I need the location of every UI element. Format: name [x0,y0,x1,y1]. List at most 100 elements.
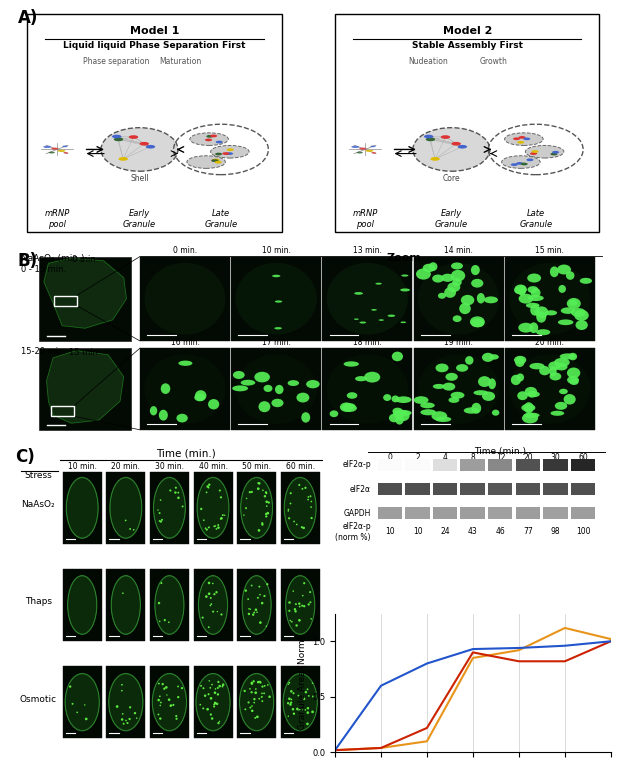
Circle shape [267,511,269,515]
Circle shape [128,718,131,720]
Text: 10: 10 [386,527,395,537]
Text: 100: 100 [576,527,590,537]
Circle shape [133,529,135,530]
Circle shape [122,713,123,714]
Line: Thaps: Thaps [335,641,611,750]
Circle shape [169,489,172,492]
Circle shape [430,157,440,161]
Circle shape [177,492,180,493]
Text: Late
Granule: Late Granule [204,209,238,229]
Circle shape [175,717,178,720]
Ellipse shape [442,382,455,391]
Ellipse shape [110,477,142,538]
Bar [543,459,568,471]
Circle shape [267,684,268,686]
Ellipse shape [242,575,271,635]
Circle shape [157,698,160,701]
Ellipse shape [451,270,465,281]
Bar [543,507,568,519]
Text: 0: 0 [387,453,392,462]
Text: Nudeation: Nudeation [408,57,447,66]
Ellipse shape [549,362,561,370]
Text: 43: 43 [468,527,478,537]
Circle shape [121,690,123,692]
Ellipse shape [566,271,574,280]
Circle shape [375,283,382,285]
Circle shape [307,711,309,714]
NaAsO₂ [331,746,339,755]
Circle shape [219,489,221,492]
Ellipse shape [396,410,410,421]
Circle shape [360,321,366,324]
Ellipse shape [413,396,429,404]
Circle shape [263,692,265,694]
Circle shape [289,492,292,494]
Bar [405,507,429,519]
Ellipse shape [545,310,557,315]
Circle shape [175,715,177,717]
Ellipse shape [433,384,445,389]
Circle shape [245,507,247,509]
Circle shape [305,691,307,693]
Text: 10 min.: 10 min. [262,246,291,255]
Text: eIF2α-p: eIF2α-p [342,461,371,470]
Ellipse shape [51,147,59,150]
Circle shape [215,688,216,690]
Circle shape [295,603,297,605]
Ellipse shape [150,406,157,416]
Circle shape [265,491,267,493]
Circle shape [256,611,258,613]
Osmotic [377,681,384,690]
Ellipse shape [160,383,170,394]
Ellipse shape [355,376,367,382]
Circle shape [85,717,88,720]
Ellipse shape [557,264,571,274]
NaAsO₂ [377,743,384,752]
Bar [194,569,233,641]
Text: Shell: Shell [130,173,149,182]
Circle shape [244,589,247,592]
Osmotic [607,637,615,646]
Ellipse shape [514,287,526,294]
Ellipse shape [489,354,499,359]
Circle shape [199,704,201,705]
Ellipse shape [567,376,579,384]
Text: 0 min.: 0 min. [72,255,98,264]
Ellipse shape [392,395,399,402]
Text: Early
Granule: Early Granule [123,209,156,229]
Circle shape [159,520,160,522]
Text: 14 min.: 14 min. [444,246,473,255]
Ellipse shape [536,312,546,323]
Circle shape [259,681,261,682]
Bar [571,459,595,471]
Circle shape [116,705,118,708]
Circle shape [426,138,435,141]
Ellipse shape [445,373,458,381]
Thaps [469,648,476,657]
Text: 12: 12 [495,453,505,462]
Ellipse shape [524,387,537,397]
Circle shape [157,714,159,715]
Ellipse shape [528,391,540,397]
Text: 20 min.: 20 min. [112,461,140,470]
Circle shape [211,159,218,162]
Circle shape [261,692,263,694]
Ellipse shape [550,410,564,416]
Circle shape [209,687,211,689]
Ellipse shape [392,407,403,415]
Ellipse shape [459,303,471,314]
Ellipse shape [340,403,353,412]
Circle shape [202,616,204,619]
Circle shape [310,618,312,619]
Circle shape [181,505,184,508]
Circle shape [265,625,267,627]
Circle shape [160,582,162,584]
Circle shape [217,693,219,695]
Circle shape [263,495,266,498]
Ellipse shape [528,295,544,301]
Circle shape [266,583,268,585]
Text: C): C) [15,448,35,467]
Ellipse shape [423,264,435,272]
Ellipse shape [239,673,274,731]
Bar [405,483,429,495]
